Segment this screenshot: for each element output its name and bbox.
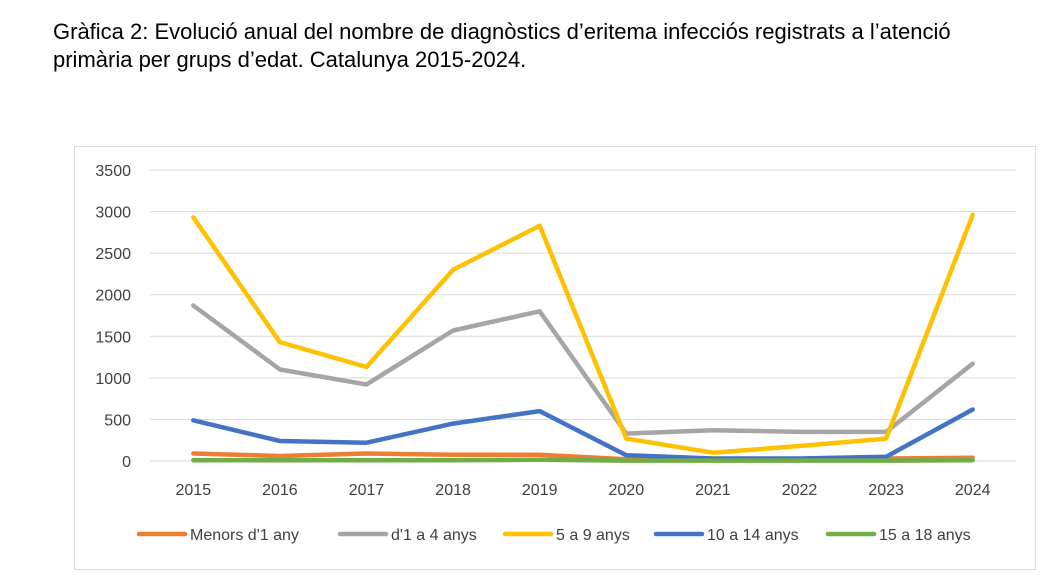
x-axis-ticks: 2015 2016 2017 2018 2019 2020 2021 2022 2023 2024 [176, 482, 991, 499]
y-tick-label: 500 [104, 412, 131, 429]
grid-lines [150, 169, 1016, 462]
y-axis-ticks: 0 500 1000 1500 2000 2500 3000 3500 [95, 163, 131, 471]
legend-label: 10 a 14 anys [707, 527, 799, 544]
legend-label: d'1 a 4 anys [391, 527, 477, 544]
series-line [191, 212, 975, 455]
y-tick-label: 1000 [95, 371, 131, 388]
series-line [191, 407, 975, 461]
y-tick-label: 2000 [95, 288, 131, 305]
x-tick-label: 2020 [609, 482, 645, 499]
series-line [191, 303, 975, 436]
legend: Menors d'1 any d'1 a 4 anys 5 a 9 anys 10 a… [136, 527, 971, 544]
chart-area [74, 146, 1036, 570]
x-tick-label: 2018 [435, 482, 471, 499]
y-tick-label: 3500 [95, 163, 131, 180]
x-tick-label: 2016 [262, 482, 298, 499]
y-tick-label: 0 [122, 454, 131, 471]
x-tick-label: 2017 [349, 482, 385, 499]
legend-label: 15 a 18 anys [879, 527, 971, 544]
y-tick-label: 2500 [95, 246, 131, 263]
x-tick-label: 2015 [176, 482, 212, 499]
series-line [191, 457, 975, 463]
x-tick-label: 2023 [868, 482, 904, 499]
chart-caption: Gràfica 2: Evolució anual del nombre de … [53, 19, 951, 72]
x-tick-label: 2022 [782, 482, 818, 499]
series-lines [191, 212, 975, 463]
x-tick-label: 2024 [955, 482, 991, 499]
legend-label: 5 a 9 anys [556, 527, 630, 544]
y-tick-label: 1500 [95, 329, 131, 346]
x-tick-label: 2021 [695, 482, 731, 499]
x-tick-label: 2019 [522, 482, 558, 499]
y-tick-label: 3000 [95, 205, 131, 222]
legend-label: Menors d'1 any [190, 527, 299, 544]
